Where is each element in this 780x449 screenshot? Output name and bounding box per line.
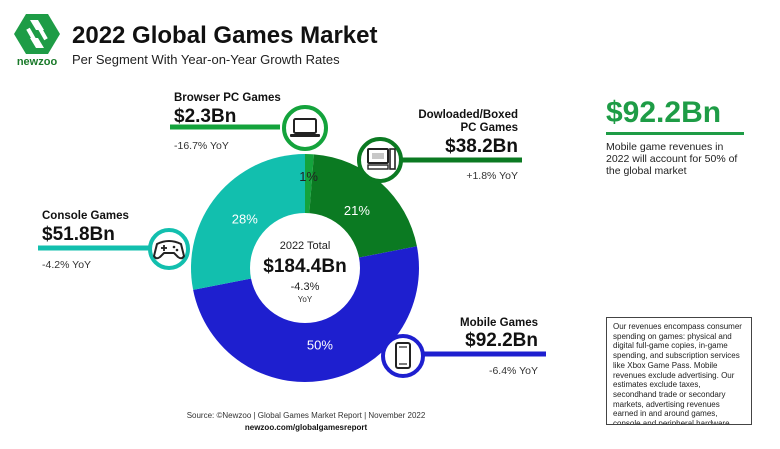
center-yoy-label: YoY bbox=[297, 295, 313, 304]
page-subtitle: Per Segment With Year-on-Year Growth Rat… bbox=[72, 52, 340, 67]
console-value: $51.8Bn bbox=[42, 224, 115, 245]
mobile-yoy: -6.4% YoY bbox=[488, 365, 538, 377]
gamepad-icon bbox=[148, 228, 190, 270]
slice-label-2: 50% bbox=[307, 338, 333, 353]
boxed-pc-value: $38.2Bn bbox=[445, 136, 518, 157]
center-total-label: 2022 Total bbox=[279, 240, 331, 252]
console-name: Console Games bbox=[42, 210, 129, 222]
source-line: Source: ©Newzoo | Global Games Market Re… bbox=[186, 411, 426, 420]
center-growth: -4.3% bbox=[290, 281, 320, 293]
boxed-pc-name-line2: PC Games bbox=[460, 122, 518, 134]
donut-hole bbox=[250, 213, 360, 323]
slice-label-1: 21% bbox=[344, 203, 370, 218]
desktop-pc-icon bbox=[357, 137, 403, 183]
browser-pc-value: $2.3Bn bbox=[174, 106, 237, 127]
browser-pc-name: Browser PC Games bbox=[174, 92, 281, 104]
methodology-note: Our revenues encompass consumer spending… bbox=[606, 317, 752, 425]
highlight-value: $92.2Bn bbox=[606, 96, 722, 129]
center-total-value: $184.4Bn bbox=[263, 256, 347, 277]
page-title: 2022 Global Games Market bbox=[72, 22, 378, 49]
slice-label-3: 28% bbox=[232, 211, 258, 226]
mobile-name: Mobile Games bbox=[460, 317, 538, 329]
highlight-note: Mobile game revenues in 2022 will accoun… bbox=[606, 141, 738, 177]
slice-label-0: 1% bbox=[299, 169, 318, 184]
logo-wordmark: newzoo bbox=[16, 56, 58, 68]
website-link[interactable]: newzoo.com/globalgamesreport bbox=[244, 423, 368, 432]
boxed-pc-yoy: +1.8% YoY bbox=[466, 170, 518, 182]
boxed-pc-name-line1: Dowloaded/Boxed bbox=[418, 109, 518, 121]
laptop-icon bbox=[282, 105, 328, 151]
highlight-rule bbox=[606, 132, 744, 135]
console-yoy: -4.2% YoY bbox=[42, 259, 92, 271]
newzoo-logo-icon bbox=[14, 14, 60, 54]
smartphone-icon bbox=[381, 334, 425, 378]
mobile-value: $92.2Bn bbox=[465, 330, 538, 351]
browser-pc-yoy: -16.7% YoY bbox=[174, 140, 229, 152]
newzoo-logo: newzoo bbox=[12, 12, 62, 74]
